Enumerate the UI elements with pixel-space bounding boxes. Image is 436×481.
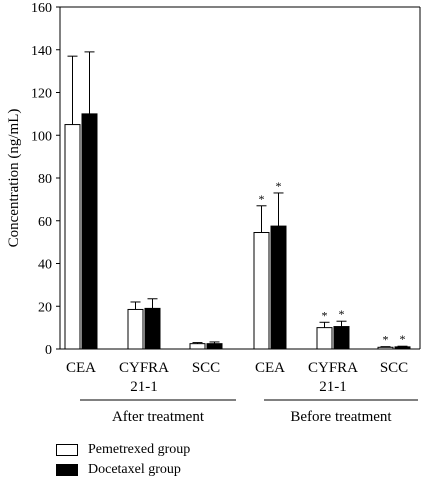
legend-swatch-pemetrexed [56,444,78,456]
bar-docetaxel [394,346,411,350]
y-tick-label: 80 [38,172,52,187]
y-tick-label: 140 [31,44,52,59]
bar-pemetrexed [316,327,333,350]
y-tick-label: 100 [31,129,52,144]
legend-label-pemetrexed: Pemetrexed group [88,442,191,457]
significance-marker: * [322,308,328,322]
significance-marker: * [400,332,406,346]
bar-chart: 0 20 40 60 80 100 120 140 160 Concentration (ng/m… [6,1,421,425]
significance-marker: * [383,333,389,347]
legend-label-docetaxel: Docetaxel group [88,462,181,477]
significance-marker: * [259,192,265,206]
category-label: 21-1 [130,379,158,395]
y-tick-label: 20 [38,300,52,315]
bar-docetaxel [144,307,161,350]
bar-pemetrexed [253,232,270,350]
legend-swatch-docetaxel [56,464,78,476]
category-label: CEA [255,360,285,376]
bar-docetaxel [81,113,98,350]
legend-item-docetaxel: Docetaxel group [56,462,181,478]
category-label: SCC [380,360,408,376]
legend-item-pemetrexed: Pemetrexed group [56,442,190,458]
y-tick-label: 0 [45,343,52,358]
category-label: CYFRA [308,360,358,376]
y-tick-label: 60 [38,215,52,230]
bar-docetaxel [206,343,223,350]
bar-pemetrexed [377,346,394,350]
bar-pemetrexed [189,343,206,350]
significance-marker: * [339,307,345,321]
significance-marker: * [276,179,282,193]
bar-docetaxel [333,326,350,350]
category-label: CYFRA [119,360,169,376]
bar-docetaxel [270,225,287,350]
y-axis-label: Concentration (ng/mL) [6,109,22,248]
group-label: Before treatment [290,409,392,425]
y-tick-label: 160 [31,1,52,16]
group-label: After treatment [112,409,205,425]
category-label: CEA [66,360,96,376]
bar-pemetrexed [127,308,144,350]
category-label: 21-1 [319,379,347,395]
category-label: SCC [192,360,220,376]
y-tick-label: 120 [31,87,52,102]
y-tick-label: 40 [38,258,52,273]
bar-pemetrexed [64,124,81,350]
